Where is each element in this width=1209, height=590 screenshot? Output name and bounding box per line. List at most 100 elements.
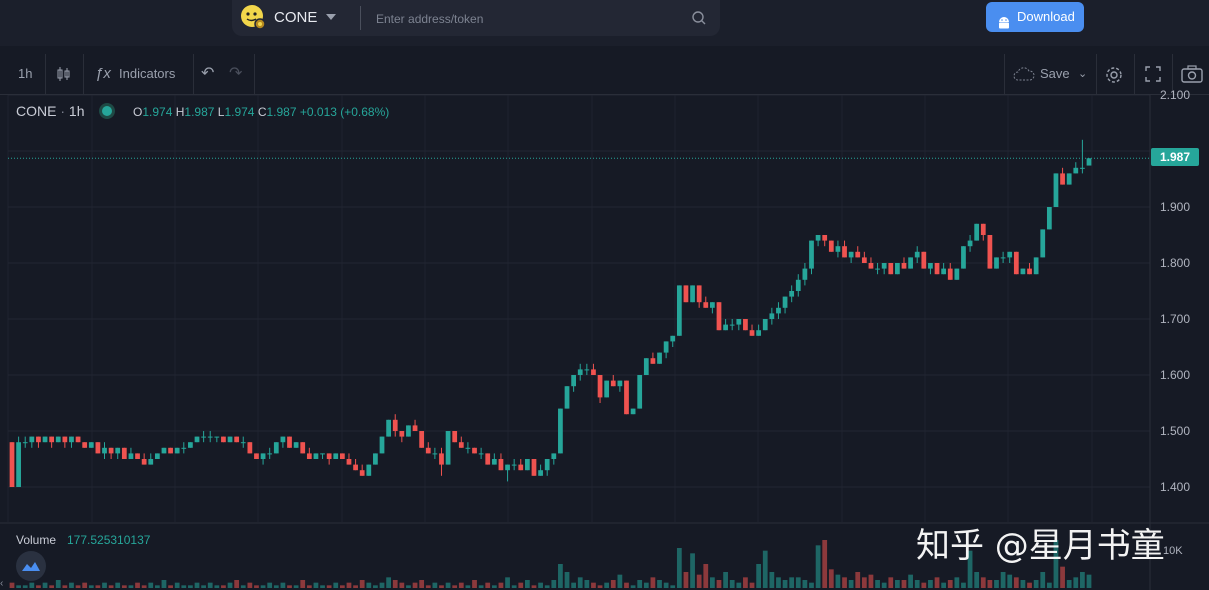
candle-body [624,380,629,415]
candle-type-icon[interactable] [55,65,73,83]
candle-body [221,436,226,443]
ohlc-values: O1.974 H1.987 L1.974 C1.987 +0.013 (+0.6… [133,105,389,119]
function-icon[interactable]: ƒx [95,65,111,82]
candle-body [300,442,306,454]
candle-body [49,436,55,443]
volume-bar [267,582,273,588]
candle-body [809,240,814,269]
fullscreen-icon[interactable] [1144,65,1162,85]
volume-bar [161,580,167,588]
volume-bar [782,580,788,588]
volume-bar [696,574,702,588]
candle-body [445,431,451,465]
redo-icon[interactable]: ↷ [229,65,243,82]
undo-icon[interactable]: ↶ [201,65,215,82]
gear-icon[interactable] [1104,65,1124,85]
token-symbol[interactable]: CONE [274,9,318,26]
candle-body [452,431,458,443]
candle-body [386,419,391,437]
volume-bar [115,582,121,588]
candle-body [538,470,543,476]
volume-bar [465,585,471,588]
low-value: 1.974 [224,105,255,119]
volume-bar [716,580,722,588]
volume-bar [584,580,590,588]
candle-body [663,341,669,353]
volume-bar [1007,574,1013,588]
volume-bar [1000,572,1006,588]
candle-body [1040,229,1046,258]
candle-body [128,453,134,459]
candle-body [69,436,74,443]
divider [1004,54,1005,94]
indicators-button[interactable]: Indicators [119,66,176,81]
chevron-down-icon[interactable] [326,14,336,20]
camera-icon[interactable] [1181,65,1203,85]
price-axis-label: 1.600 [1160,368,1191,382]
app-logo-button[interactable] [16,551,46,581]
volume-bar [1060,566,1065,588]
candle-body [710,302,715,308]
candle-body [1053,173,1059,207]
candle-body [1007,251,1013,258]
price-axis-label: 1.400 [1160,480,1191,494]
volume-bar [234,580,240,588]
divider [1096,54,1097,94]
volume-bar [861,577,867,588]
candlestick-chart[interactable] [0,95,1209,590]
search-input[interactable] [374,8,678,30]
candle-body [95,442,101,454]
candle-body [974,223,980,241]
price-axis-label: 1.700 [1160,312,1191,326]
visibility-dot-icon[interactable] [102,106,113,116]
volume-bar [531,585,537,588]
candle-body [247,442,253,454]
search-icon[interactable] [690,9,708,27]
legend-interval: 1h [68,103,85,119]
candle-body [425,447,431,454]
chevron-down-icon[interactable]: ⌄ [1078,68,1088,80]
candle-body [875,268,880,270]
volume-bar [485,582,491,588]
candle-body [696,285,702,303]
volume-bar [974,572,980,588]
candle-body [881,263,887,269]
volume-bar [326,585,332,588]
candle-body [544,459,550,471]
candle-body [630,408,636,415]
volume-bar [729,580,735,588]
volume-bar [221,585,226,588]
volume-bar [174,582,180,588]
volume-bar [188,585,193,588]
candle-body [597,375,603,398]
volume-bar [762,550,768,588]
volume-bar [723,572,728,588]
candle-body [254,453,259,459]
candle-body [888,263,894,275]
interval-button[interactable]: 1h [18,66,33,81]
save-button[interactable]: Save [1040,66,1070,81]
candle-body [412,425,418,431]
top-header: CONE Download [0,0,1209,46]
volume-bar [961,582,966,588]
volume-bar [247,582,253,588]
candle-body [551,453,557,459]
volume-bar [432,582,438,588]
candle-body [683,285,689,303]
volume-bar [82,582,88,588]
download-label: Download [1017,9,1075,24]
download-button[interactable]: Download [986,2,1084,32]
candle-body [260,453,266,459]
scroll-left-icon[interactable]: ‹ [0,578,4,589]
volume-bar [842,577,847,588]
candle-body [88,442,94,448]
candle-body [392,419,398,431]
candle-body [293,442,299,448]
volume-bar [227,582,233,588]
volume-bar [538,582,543,588]
candle-body [181,447,187,449]
volume-bar [1086,574,1092,588]
volume-bar [577,577,583,588]
token-logo-icon[interactable] [240,4,266,30]
volume-bar [710,577,715,588]
